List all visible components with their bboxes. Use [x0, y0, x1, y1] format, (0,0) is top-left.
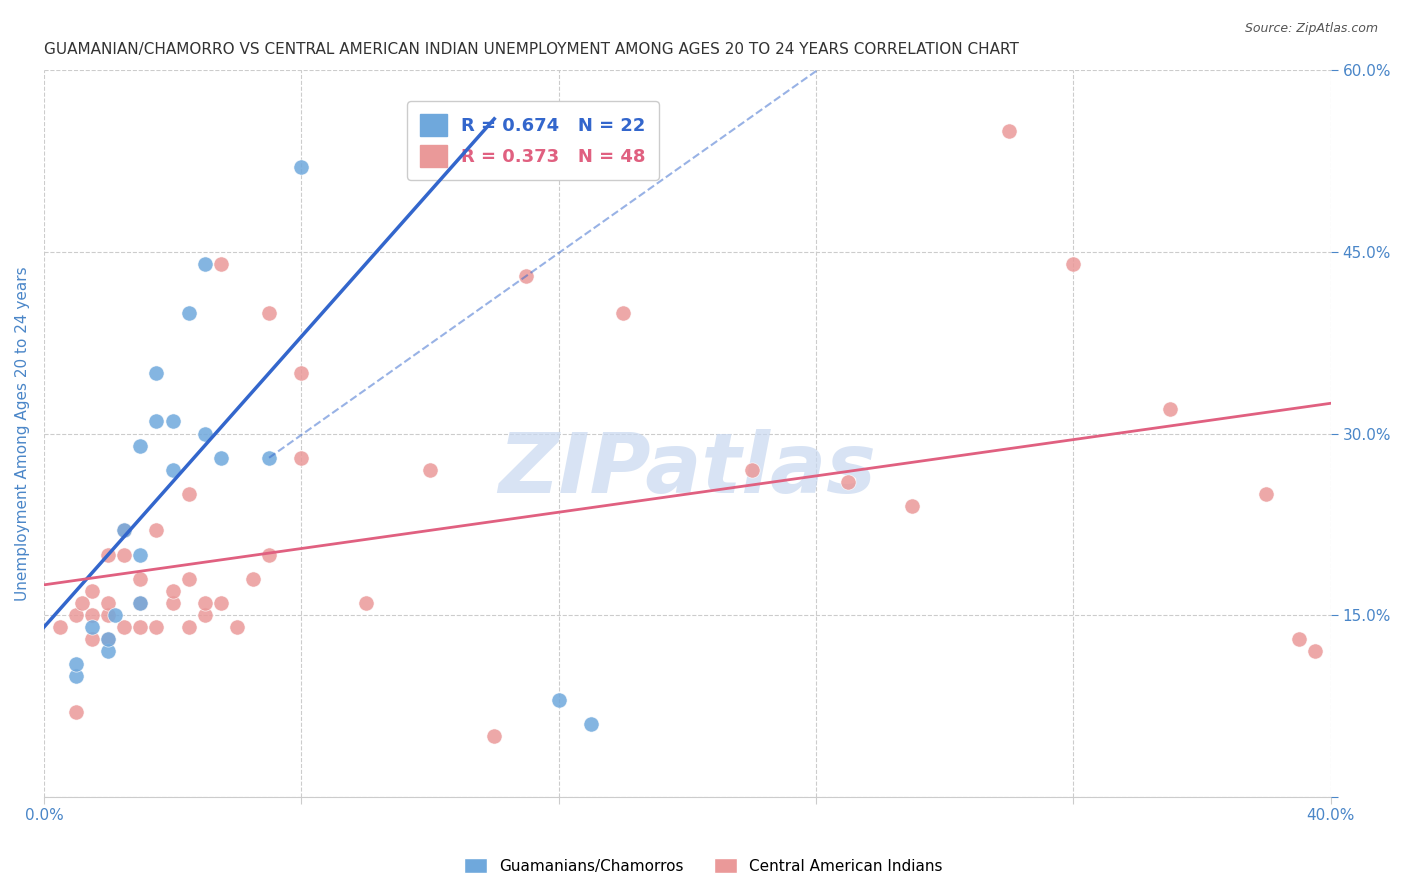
Point [547, 693, 569, 707]
Point [177, 620, 200, 634]
Point [97, 596, 120, 610]
Point [998, 124, 1021, 138]
Text: Source: ZipAtlas.com: Source: ZipAtlas.com [1244, 22, 1378, 36]
Point [145, 620, 167, 634]
Point [194, 426, 217, 441]
Text: GUAMANIAN/CHAMORRO VS CENTRAL AMERICAN INDIAN UNEMPLOYMENT AMONG AGES 20 TO 24 Y: GUAMANIAN/CHAMORRO VS CENTRAL AMERICAN I… [44, 42, 1019, 57]
Point [82, 583, 104, 598]
Point [901, 499, 924, 513]
Point [209, 257, 232, 271]
Point [97, 608, 120, 623]
Point [290, 450, 312, 465]
Point [419, 463, 441, 477]
Point [194, 257, 217, 271]
Y-axis label: Unemployment Among Ages 20 to 24 years: Unemployment Among Ages 20 to 24 years [15, 266, 30, 601]
Point [82, 608, 104, 623]
Point [112, 524, 135, 538]
Point [1303, 644, 1326, 658]
Point [290, 161, 312, 175]
Point [1062, 257, 1084, 271]
Point [162, 463, 184, 477]
Legend: Guamanians/Chamorros, Central American Indians: Guamanians/Chamorros, Central American I… [457, 852, 949, 880]
Point [129, 596, 152, 610]
Point [104, 608, 127, 623]
Point [1288, 632, 1310, 647]
Point [145, 414, 167, 428]
Point [177, 305, 200, 319]
Point [129, 548, 152, 562]
Point [162, 596, 184, 610]
Point [837, 475, 859, 489]
Point [145, 366, 167, 380]
Point [257, 450, 280, 465]
Point [194, 596, 217, 610]
Point [72, 596, 94, 610]
Point [225, 620, 247, 634]
Point [515, 269, 537, 284]
Point [129, 596, 152, 610]
Point [579, 717, 602, 731]
Point [209, 596, 232, 610]
Point [129, 620, 152, 634]
Point [65, 668, 87, 682]
Point [82, 620, 104, 634]
Point [1256, 487, 1278, 501]
Point [112, 524, 135, 538]
Point [112, 548, 135, 562]
Point [49, 620, 72, 634]
Point [97, 632, 120, 647]
Point [162, 583, 184, 598]
Point [354, 596, 377, 610]
Point [257, 305, 280, 319]
Point [129, 572, 152, 586]
Point [82, 632, 104, 647]
Point [112, 620, 135, 634]
Point [97, 644, 120, 658]
Point [242, 572, 264, 586]
Legend: R = 0.674   N = 22, R = 0.373   N = 48: R = 0.674 N = 22, R = 0.373 N = 48 [408, 101, 658, 179]
Point [145, 524, 167, 538]
Point [209, 450, 232, 465]
Point [65, 705, 87, 719]
Point [65, 608, 87, 623]
Point [1159, 402, 1181, 417]
Point [177, 572, 200, 586]
Point [290, 366, 312, 380]
Text: ZIPatlas: ZIPatlas [498, 429, 876, 510]
Point [194, 608, 217, 623]
Point [162, 414, 184, 428]
Point [129, 439, 152, 453]
Point [484, 729, 506, 743]
Point [177, 487, 200, 501]
Point [65, 657, 87, 671]
Point [97, 632, 120, 647]
Point [97, 548, 120, 562]
Point [612, 305, 634, 319]
Point [741, 463, 763, 477]
Point [257, 548, 280, 562]
